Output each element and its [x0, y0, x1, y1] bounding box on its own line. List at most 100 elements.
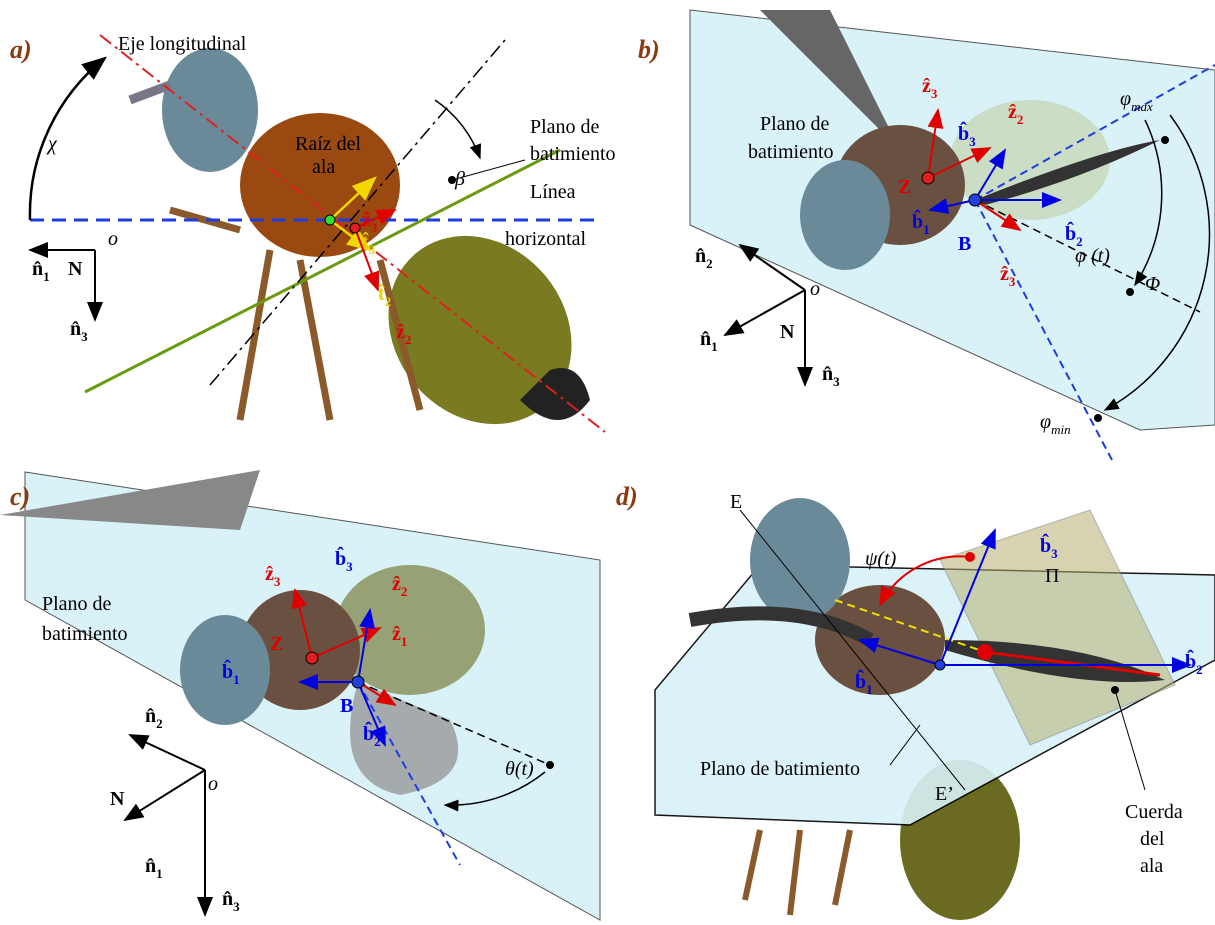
symbol-sub: 2 — [706, 256, 713, 271]
panel-d — [655, 498, 1215, 920]
symbol-sub: 2 — [401, 584, 408, 599]
wing-root — [325, 215, 335, 225]
point — [546, 761, 554, 769]
point — [1126, 288, 1134, 296]
legs — [745, 830, 850, 915]
label: batimiento — [748, 141, 834, 163]
symbol-sub: 3 — [969, 134, 976, 149]
symbol-sub: 3 — [233, 899, 240, 914]
symbol-sub: 2 — [1076, 234, 1083, 249]
symbol-base: n̂ — [145, 855, 156, 877]
label: Z — [270, 633, 283, 655]
symbol-base: b̂ — [1040, 532, 1051, 557]
label: ala — [312, 156, 335, 178]
label: θ(t) — [505, 758, 534, 780]
beta-arc — [435, 100, 480, 158]
symbol-base: n̂ — [695, 245, 706, 267]
symbol-base: b̂ — [958, 120, 969, 145]
point-b — [969, 194, 981, 206]
label: Línea — [530, 181, 576, 203]
label: batimiento — [42, 623, 128, 645]
symbol-sub: 1 — [711, 339, 718, 354]
symbol-label: n̂1 — [145, 855, 163, 881]
symbol-label: n̂1 — [700, 328, 718, 354]
symbol-base: b̂ — [222, 658, 233, 683]
symbol-sub: 3 — [833, 374, 840, 389]
symbol-sub: 2 — [1196, 662, 1203, 677]
symbol-base: ẑ — [396, 321, 405, 343]
symbol-sub: 3 — [1051, 546, 1058, 561]
label: o — [810, 278, 820, 300]
symbol-sub: 3 — [81, 329, 88, 344]
symbol-base: b̂ — [335, 545, 346, 570]
label: Π — [1045, 565, 1059, 587]
label: E’ — [935, 783, 954, 805]
symbol-base: ẑ — [265, 563, 274, 585]
symbol-sub: 3 — [371, 220, 378, 235]
abdomen — [335, 565, 485, 695]
label: N — [68, 258, 83, 280]
point-z — [350, 223, 360, 233]
panel-label: d) — [616, 482, 638, 511]
label: ψ(t) — [865, 548, 897, 570]
label: Z — [898, 176, 911, 198]
symbol-base: ẑ — [392, 573, 401, 595]
panel-label: b) — [638, 35, 660, 64]
label: Φ — [1145, 273, 1160, 295]
symbol-sub: 2 — [156, 716, 163, 731]
symbol-label: n̂2 — [145, 705, 163, 731]
symbol-label: n̂3 — [222, 888, 240, 914]
symbol-sub: 3 — [346, 559, 353, 574]
label: Raíz del — [295, 133, 362, 155]
label: Plano de — [760, 113, 830, 135]
symbol-base: ẑ — [362, 209, 371, 231]
symbol-label: n̂3 — [822, 363, 840, 389]
label: ala — [1140, 855, 1163, 877]
symbol-base: ẑ — [1000, 263, 1009, 285]
point-red — [977, 644, 993, 660]
symbol-sub: max — [1131, 99, 1153, 114]
label: horizontal — [505, 228, 587, 250]
symbol-base: φ — [1120, 88, 1131, 110]
symbol-base: φ — [1040, 411, 1051, 433]
label: χ — [46, 133, 58, 155]
label: B — [340, 695, 353, 717]
panel-label: c) — [10, 482, 30, 511]
symbol-base: n̂ — [700, 328, 711, 350]
symbol-base: n̂ — [822, 363, 833, 385]
panel-b — [690, 10, 1215, 460]
label: B — [958, 233, 971, 255]
symbol-label: n̂2 — [695, 245, 713, 271]
n1-arrow — [125, 770, 205, 820]
point — [965, 552, 975, 562]
symbol-base: n̂ — [32, 258, 43, 280]
label: o — [208, 773, 218, 795]
symbol-base: ẑ — [1008, 101, 1017, 123]
chi-arc — [30, 58, 105, 220]
point — [1094, 414, 1102, 422]
symbol-sub: 2 — [374, 734, 381, 749]
symbol-sub: 1 — [156, 866, 163, 881]
point-b — [935, 660, 945, 670]
symbol-base: b̂ — [1065, 220, 1076, 245]
label: N — [110, 788, 125, 810]
point-z — [922, 172, 934, 184]
head — [162, 48, 258, 172]
label: E — [730, 491, 742, 513]
symbol-sub: 1 — [866, 682, 873, 697]
symbol-sub: 2 — [1017, 112, 1024, 127]
symbol-base: b̂ — [1185, 648, 1196, 673]
symbol-sub: 1 — [233, 672, 240, 687]
n2-arrow — [130, 735, 205, 770]
symbol-sub: 3 — [931, 86, 938, 101]
head — [750, 498, 850, 622]
symbol-base: ẑ — [392, 623, 401, 645]
symbol-base: n̂ — [222, 888, 233, 910]
symbol-sub: 1 — [401, 634, 408, 649]
symbol-label: n̂1 — [32, 258, 50, 284]
symbol-label: φmin — [1040, 411, 1071, 437]
point-b — [352, 676, 364, 688]
symbol-sub: 2 — [405, 332, 412, 347]
symbol-base: b̂ — [363, 720, 374, 745]
symbol-sub: 3 — [274, 574, 281, 589]
